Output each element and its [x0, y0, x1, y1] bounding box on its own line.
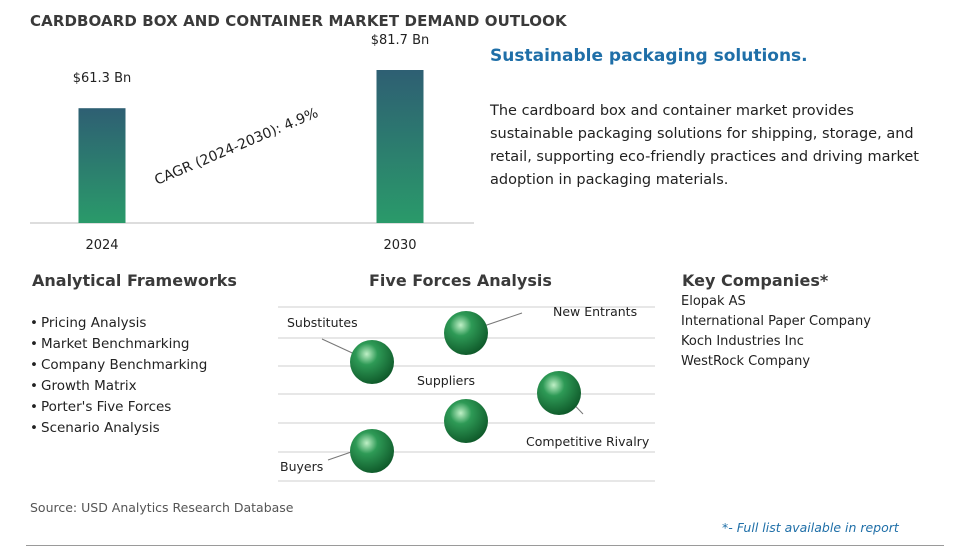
list-item: Koch Industries Inc — [681, 334, 804, 349]
list-item: Growth Matrix — [30, 376, 207, 397]
full-list-note: *- Full list available in report — [722, 520, 899, 535]
frameworks-list: Pricing Analysis Market Benchmarking Com… — [30, 313, 207, 439]
bar-value-label: $81.7 Bn — [371, 33, 430, 48]
cagr-annotation: CAGR (2024-2030): 4.9% — [152, 105, 320, 189]
source-note: Source: USD Analytics Research Database — [30, 500, 294, 515]
sphere-suppliers — [444, 399, 488, 443]
five-forces-grid — [278, 306, 655, 482]
companies-heading: Key Companies* — [682, 271, 829, 290]
summary-text: The cardboard box and container market p… — [490, 103, 919, 188]
sphere-competitive-rivalry — [537, 371, 581, 415]
list-item: International Paper Company — [681, 314, 871, 329]
summary-heading: Sustainable packaging solutions. — [490, 46, 808, 66]
bar-value-label: $61.3 Bn — [73, 71, 132, 86]
list-item: WestRock Company — [681, 354, 811, 369]
list-item: Market Benchmarking — [30, 334, 207, 355]
label-competitive-rivalry: Competitive Rivalry — [526, 434, 650, 449]
list-item: Pricing Analysis — [30, 313, 207, 334]
companies-list: Elopak AS International Paper Company Ko… — [681, 292, 871, 372]
label-buyers: Buyers — [280, 459, 323, 474]
sphere-new-entrants — [444, 311, 488, 355]
market-bar-chart: $61.3 Bn 2024 $81.7 Bn 2030 CAGR (2024-2030… — [30, 33, 474, 253]
frameworks-heading: Analytical Frameworks — [32, 271, 237, 290]
list-item: Elopak AS — [681, 294, 746, 309]
bar-2024 — [78, 108, 126, 223]
list-item: Company Benchmarking — [30, 355, 207, 376]
sphere-buyers — [350, 429, 394, 473]
list-item: Scenario Analysis — [30, 418, 207, 439]
five-forces-connectors — [321, 312, 584, 461]
x-tick-label: 2030 — [383, 238, 416, 253]
bottom-divider — [26, 545, 944, 546]
label-substitutes: Substitutes — [287, 315, 358, 330]
label-suppliers: Suppliers — [417, 373, 475, 388]
page-title: CARDBOARD BOX AND CONTAINER MARKET DEMAN… — [30, 12, 567, 30]
sphere-substitutes — [350, 340, 394, 384]
x-tick-label: 2024 — [85, 238, 118, 253]
label-new-entrants: New Entrants — [553, 304, 637, 319]
list-item: Porter's Five Forces — [30, 397, 207, 418]
bar-2030 — [376, 70, 424, 223]
five-forces-heading: Five Forces Analysis — [369, 271, 552, 290]
